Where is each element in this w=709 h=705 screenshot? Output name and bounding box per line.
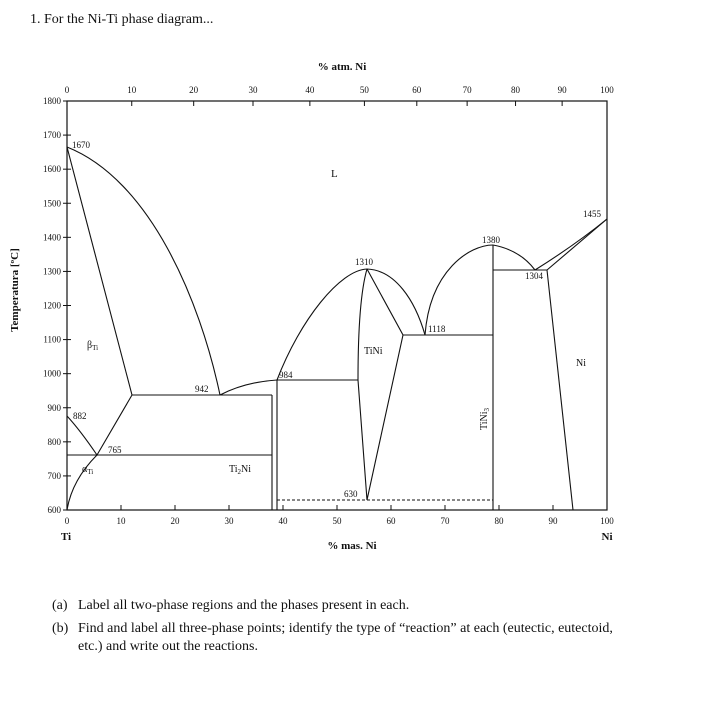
question-text: Label all two-phase regions and the phas…	[78, 598, 410, 613]
label: 765	[108, 445, 122, 455]
x-tick-label: 0	[65, 516, 70, 526]
end-label: Ti	[61, 531, 71, 543]
label: 1118	[428, 324, 446, 334]
label: 1380	[482, 235, 501, 245]
label: αTi	[82, 464, 93, 476]
y-tick-label: 1000	[43, 369, 62, 379]
y-tick-label: 1500	[43, 198, 62, 208]
label: Ni	[576, 358, 586, 369]
y-axis-label: Temperatura [ºC]	[9, 248, 21, 332]
top-tick-label: 80	[511, 85, 521, 95]
y-tick-label: 1800	[43, 96, 62, 106]
x-tick-label: 30	[225, 516, 235, 526]
phase-diagram: 1670 L 1455 1380 1310 1304 1118 TiNi Ni …	[9, 61, 614, 552]
label: 1670	[72, 140, 91, 150]
x-tick-label: 40	[279, 516, 289, 526]
frame	[66, 100, 608, 511]
x-tick-label: 60	[387, 516, 397, 526]
label: 882	[73, 411, 87, 421]
bottom-axis-label: % mas. Ni	[327, 540, 376, 552]
label: 1310	[355, 257, 374, 267]
label: TiNi	[364, 346, 383, 357]
top-tick-label: 90	[558, 85, 568, 95]
top-tick-label: 70	[463, 85, 473, 95]
y-tick-label: 1300	[43, 266, 62, 276]
top-tick-label: 10	[127, 85, 137, 95]
y-tick-label: 1100	[43, 335, 61, 345]
y-tick-label: 1700	[43, 130, 62, 140]
label: 1455	[583, 209, 602, 219]
y-tick-label: 1600	[43, 164, 62, 174]
label: 942	[195, 384, 209, 394]
label: βTi	[87, 340, 98, 352]
x-tick-label: 20	[171, 516, 181, 526]
y-tick-label: 700	[48, 471, 62, 481]
top-tick-label: 30	[249, 85, 259, 95]
top-tick-label: 20	[189, 85, 199, 95]
phase-lines	[66, 146, 608, 511]
question-label: (a)	[52, 598, 68, 613]
x-tick-label: 90	[549, 516, 559, 526]
x-tick-label: 50	[333, 516, 343, 526]
x-tick-label: 100	[600, 516, 614, 526]
label: Ti2Ni	[229, 464, 251, 476]
x-tick-label: 70	[441, 516, 451, 526]
title: 1. For the Ni-Ti phase diagram...	[30, 12, 214, 27]
phase-labels: 1670 L 1455 1380 1310 1304 1118 TiNi Ni …	[72, 140, 602, 499]
label: 984	[279, 370, 293, 380]
y-tick-label: 1200	[43, 301, 62, 311]
end-label: Ni	[602, 531, 613, 543]
top-axis-label: % atm. Ni	[318, 61, 367, 73]
label: L	[331, 168, 338, 180]
label: 1304	[525, 271, 544, 281]
x-tick-label: 80	[495, 516, 505, 526]
y-tick-label: 600	[48, 505, 62, 515]
question: (a) Label all two-phase regions and the p…	[52, 597, 632, 615]
ticks: 0 10 20 30 40 50 60 70 80 90 1000 10 20 30 40 50 60 70 80 9…	[43, 85, 614, 526]
question-text: Find and label all three-phase points; i…	[78, 621, 613, 654]
question-label: (b)	[52, 621, 69, 636]
top-tick-label: 60	[412, 85, 422, 95]
y-tick-label: 900	[48, 403, 62, 413]
top-tick-label: 100	[600, 85, 614, 95]
y-tick-label: 1400	[43, 232, 62, 242]
top-tick-label: 50	[360, 85, 370, 95]
y-tick-label: 800	[48, 437, 62, 447]
top-tick-label: 0	[65, 85, 70, 95]
question: (b) Find and label all three-phase points…	[52, 620, 632, 656]
label: TiNi3	[479, 407, 491, 430]
x-tick-label: 10	[117, 516, 127, 526]
label: 630	[344, 489, 358, 499]
top-tick-label: 40	[305, 85, 315, 95]
